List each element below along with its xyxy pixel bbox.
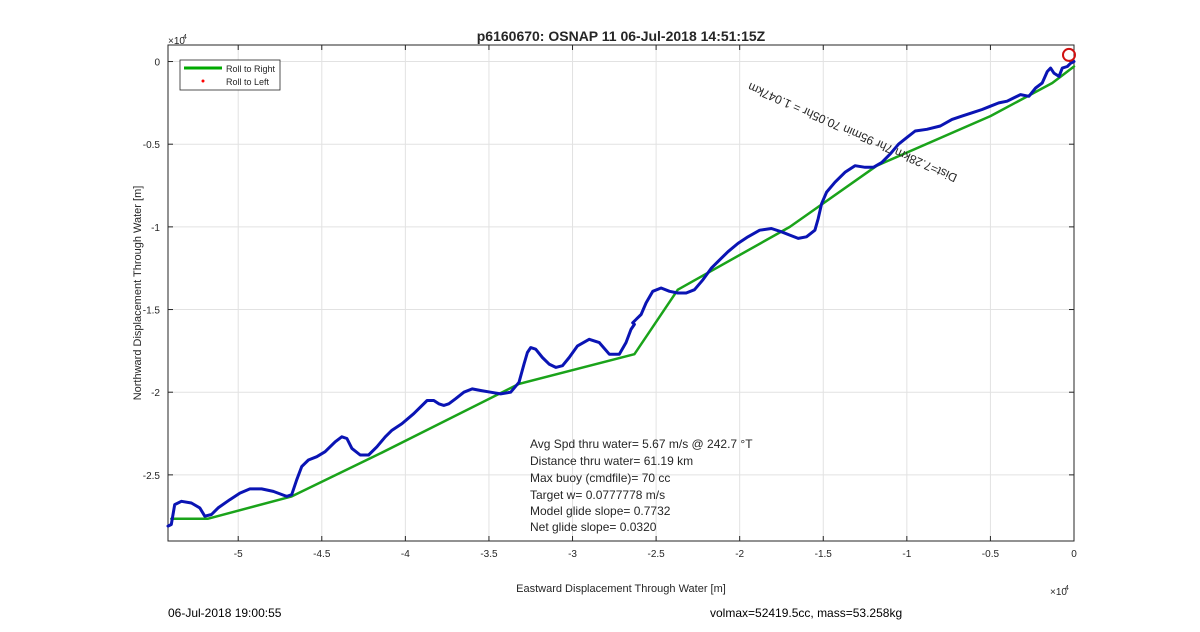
y-tick-label: -1.5 [143, 306, 161, 317]
x-tick-label: -2 [735, 549, 744, 560]
x-tick-label: -3 [568, 549, 577, 560]
legend-marker-roll-left [201, 79, 205, 83]
legend-label-roll-right: Roll to Right [226, 64, 276, 74]
x-exponent-base: ×10 [1050, 587, 1067, 598]
x-tick-label: -1.5 [815, 549, 833, 560]
y-exponent-power: 4 [183, 34, 187, 41]
x-tick-label: -2.5 [647, 549, 665, 560]
x-tick-label: -0.5 [982, 549, 1000, 560]
y-tick-label: -2.5 [143, 471, 161, 482]
y-exponent-base: ×10 [168, 36, 185, 47]
x-tick-label: -5 [234, 549, 243, 560]
plot-frame [167, 44, 1075, 542]
footer-timestamp: 06-Jul-2018 19:00:55 [168, 606, 282, 620]
start-marker [1061, 47, 1076, 62]
stat-distance: Distance thru water= 61.19 km [530, 454, 693, 468]
chart-title: p6160670: OSNAP 11 06-Jul-2018 14:51:15Z [477, 28, 766, 44]
stat-net-glide-slope: Net glide slope= 0.0320 [530, 520, 657, 534]
x-exponent: ×10 4 [1050, 585, 1069, 598]
series [166, 47, 1076, 528]
y-tick-label: -1 [151, 223, 160, 234]
x-tick-label: -4.5 [313, 549, 331, 560]
stat-target-w: Target w= 0.0777778 m/s [530, 488, 665, 502]
y-exponent: ×10 4 [168, 34, 187, 47]
y-tick-label: -0.5 [143, 140, 161, 151]
y-tick-label: 0 [154, 58, 160, 69]
x-tick-label: -3.5 [480, 549, 498, 560]
stat-max-buoy: Max buoy (cmdfile)= 70 cc [530, 471, 670, 485]
legend: Roll to Right Roll to Left [179, 59, 281, 91]
x-tick-label: -4 [401, 549, 410, 560]
glider-trace [166, 60, 1076, 528]
y-tick-label: -2 [151, 388, 160, 399]
stat-avg-speed: Avg Spd thru water= 5.67 m/s @ 242.7 °T [530, 437, 753, 451]
legend-box [179, 59, 281, 91]
x-exponent-power: 4 [1065, 585, 1069, 592]
x-tick-label: 0 [1071, 549, 1077, 560]
x-axis-label: Eastward Displacement Through Water [m] [516, 583, 726, 595]
stat-model-glide-slope: Model glide slope= 0.7732 [530, 504, 671, 518]
y-axis-label: Northward Displacement Through Water [m] [132, 186, 144, 401]
x-tick-label: -1 [902, 549, 911, 560]
roll-to-right-track [170, 65, 1076, 520]
ticks: -5 -4.5 -4 -3.5 -3 -2.5 -2 -1.5 -1 -0.5 0 0 -0.5 -1 -1… [143, 45, 1077, 560]
footer-vehicle-info: volmax=52419.5cc, mass=53.258kg [710, 606, 903, 620]
legend-label-roll-left: Roll to Left [226, 77, 270, 87]
stats-annotation: Avg Spd thru water= 5.67 m/s @ 242.7 °T … [530, 437, 753, 534]
